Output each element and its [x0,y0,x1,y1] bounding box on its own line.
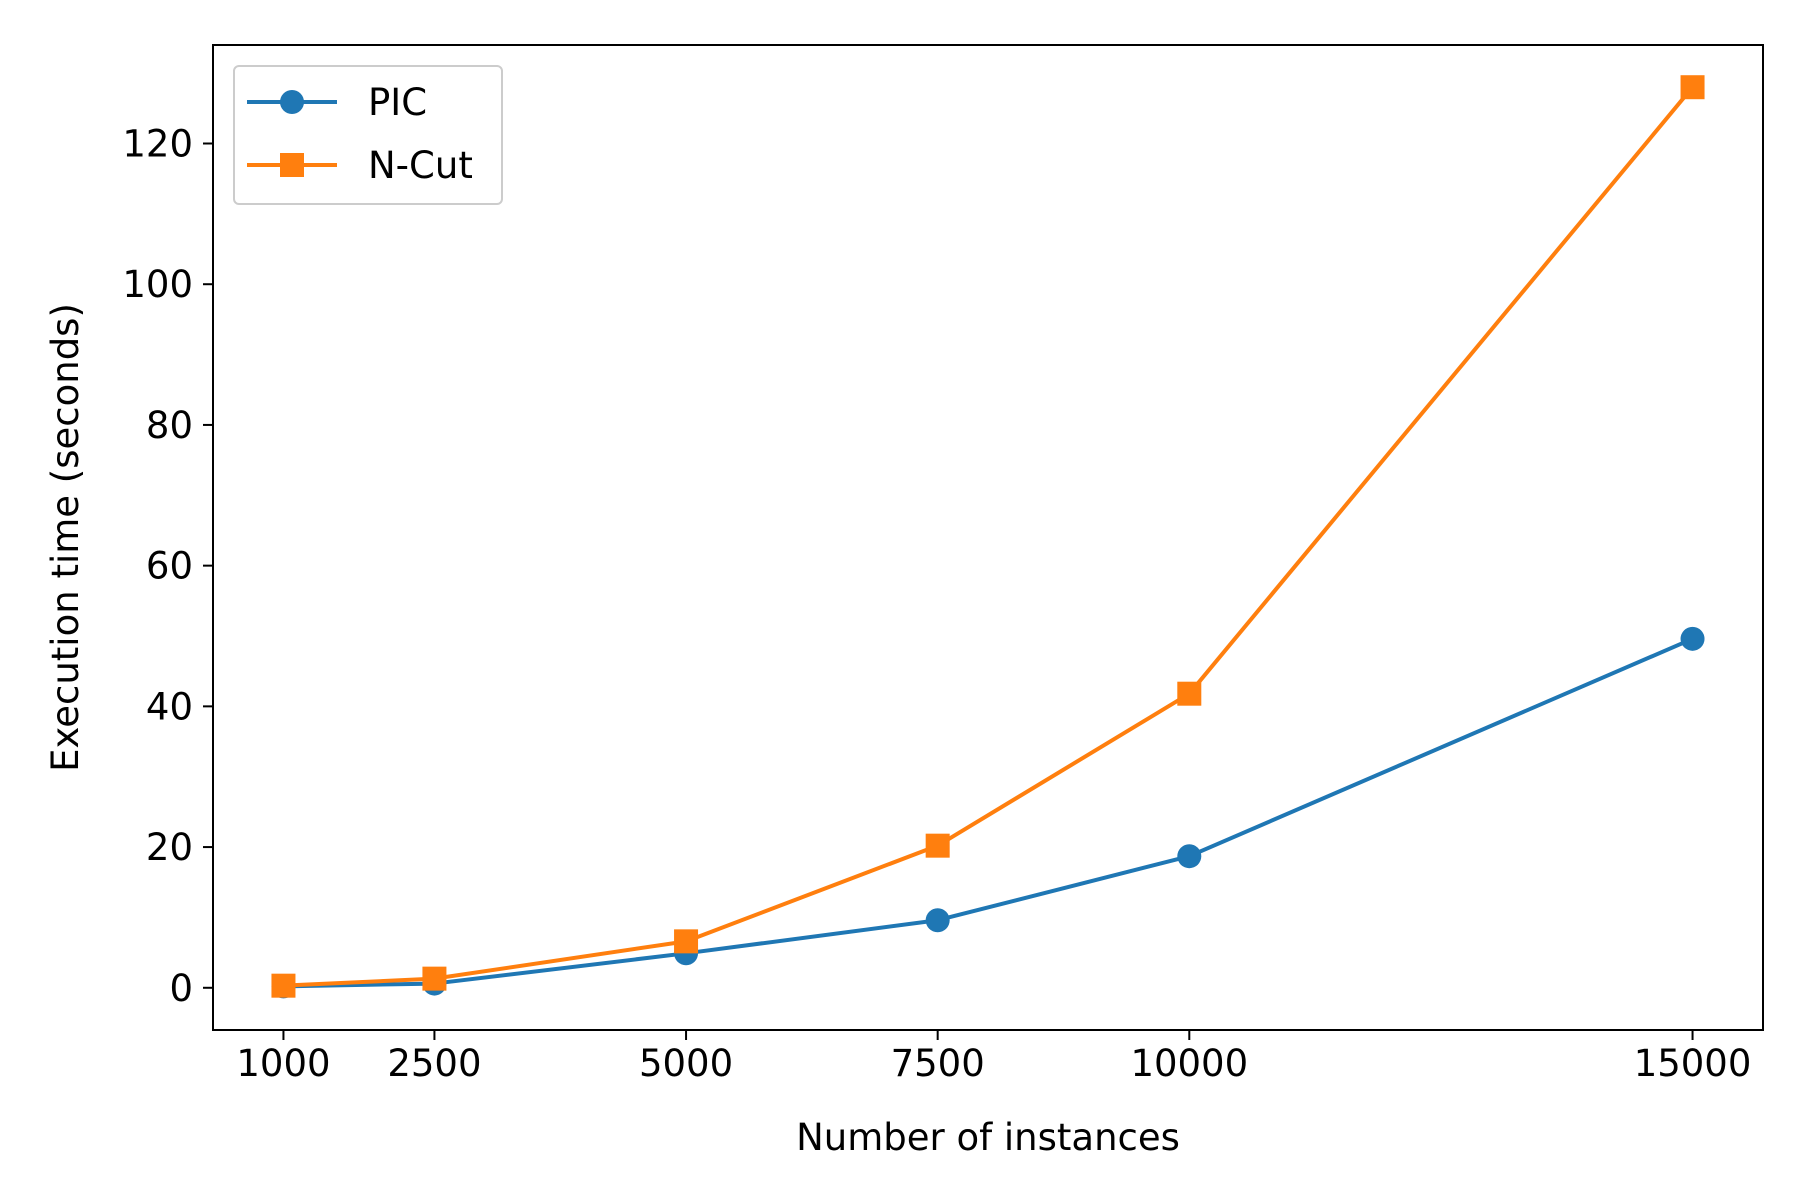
x-tick-label: 5000 [639,1042,733,1085]
legend-label: N-Cut [368,144,473,187]
x-tick-label: 15000 [1634,1042,1752,1085]
legend-item-pic: PIC [247,81,427,124]
x-axis: 1000 2500 5000 7500 10000 15000 [236,1030,1751,1085]
legend: PIC N-Cut [233,65,503,205]
x-tick-label: 7500 [891,1042,985,1085]
y-tick-label: 120 [122,123,193,166]
y-tick-label: 100 [122,263,193,306]
data-point-n-cut [271,973,296,998]
y-tick-label: 0 [169,967,193,1010]
series-layer [271,75,1705,999]
x-tick-label: 10000 [1130,1042,1248,1085]
data-point-n-cut [1177,681,1202,706]
data-point-pic [1680,626,1705,651]
data-point-n-cut [925,833,950,858]
series-line-pic [283,636,1694,989]
x-tick-label: 2500 [387,1042,481,1085]
y-axis-title: Execution time (seconds) [44,303,87,772]
x-axis-title: Number of instances [796,1116,1180,1159]
series-line-n-cut [283,85,1695,988]
legend-marker [280,153,304,177]
data-point-n-cut [1680,75,1705,100]
y-axis: 0 20 40 60 80 100 120 [122,123,213,1010]
data-point-n-cut [422,966,447,991]
data-point-pic [925,908,950,933]
legend-marker [280,90,304,114]
y-tick-label: 80 [146,404,193,447]
data-point-pic [1177,844,1202,869]
y-tick-label: 40 [146,685,193,728]
legend-item-n-cut: N-Cut [247,144,473,187]
plot-frame [212,44,1764,1031]
legend-label: PIC [368,81,427,124]
y-tick-label: 20 [146,826,193,869]
data-point-n-cut [674,929,699,954]
y-tick-label: 60 [146,545,193,588]
x-tick-label: 1000 [236,1042,330,1085]
series-n-cut [271,75,1705,998]
